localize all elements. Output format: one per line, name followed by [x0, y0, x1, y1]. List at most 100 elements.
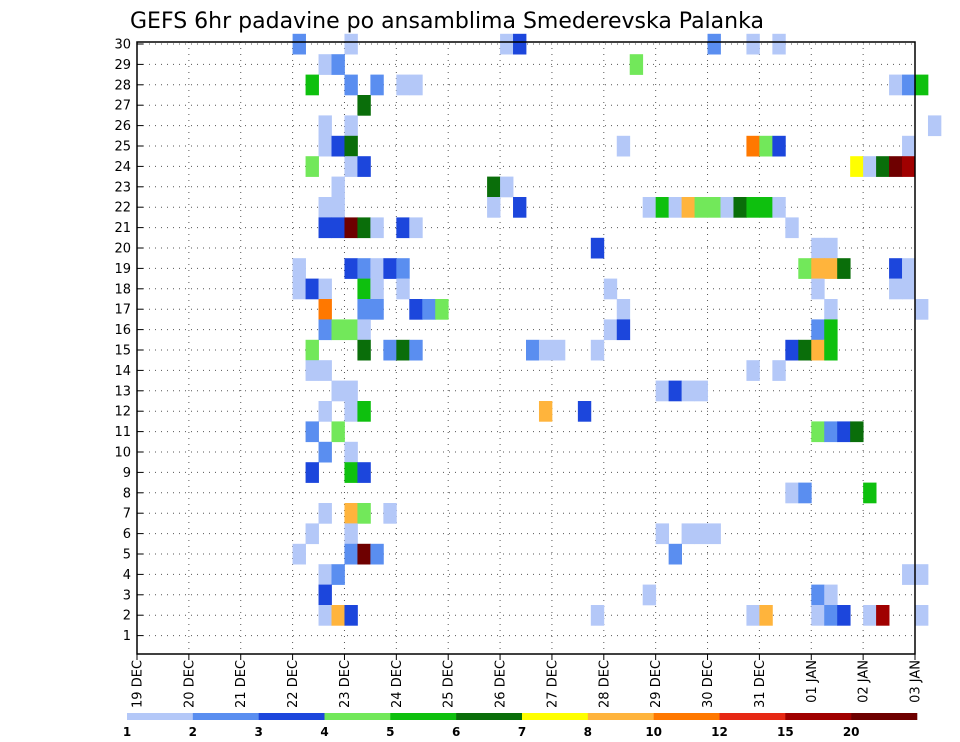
- data-cell: [902, 278, 916, 300]
- y-tick-label: 29: [114, 58, 131, 73]
- y-tick-label: 3: [123, 588, 131, 603]
- x-tick-label: 28 DEC: [597, 660, 612, 708]
- data-cell: [876, 605, 890, 626]
- data-cell: [915, 605, 929, 626]
- data-cell: [681, 380, 695, 402]
- data-cell: [746, 360, 760, 381]
- data-cell: [603, 278, 618, 300]
- data-cell: [357, 278, 371, 300]
- data-cell: [357, 339, 371, 361]
- data-cell: [889, 156, 903, 177]
- legend-label: 2: [189, 725, 197, 739]
- x-tick-label: 24 DEC: [390, 660, 405, 708]
- x-tick-label: 29 DEC: [649, 660, 664, 708]
- data-cell: [383, 258, 397, 279]
- data-cell: [344, 380, 358, 402]
- data-cell: [344, 115, 358, 137]
- data-cell: [694, 523, 708, 545]
- data-cell: [370, 278, 384, 300]
- y-tick-label: 26: [114, 119, 131, 134]
- legend-label: 15: [777, 725, 794, 739]
- data-cell: [668, 197, 682, 218]
- data-cell: [370, 299, 384, 320]
- data-cell: [344, 74, 358, 96]
- data-cell: [513, 33, 527, 55]
- x-tick-label: 31 DEC: [753, 660, 768, 708]
- data-cell: [318, 115, 332, 137]
- x-tick-label: 27 DEC: [545, 660, 560, 708]
- data-cell: [318, 217, 332, 239]
- data-cell: [746, 605, 760, 626]
- plot-frame: [136, 41, 916, 655]
- data-cell: [772, 360, 786, 381]
- data-cell: [811, 258, 825, 279]
- legend-label: 10: [645, 725, 662, 739]
- data-cell: [694, 197, 708, 218]
- data-cell: [409, 339, 423, 361]
- data-cell: [811, 605, 825, 626]
- data-cell: [811, 237, 825, 259]
- x-tick-label: 03 JAN: [909, 660, 924, 703]
- legend-swatch: [390, 713, 457, 720]
- y-tick-label: 16: [114, 323, 131, 338]
- data-cell: [811, 584, 825, 606]
- data-cell: [590, 339, 605, 361]
- data-cell: [837, 258, 851, 279]
- data-cell: [318, 299, 332, 320]
- legend-label: 5: [386, 725, 394, 739]
- data-cell: [538, 401, 553, 422]
- data-cell: [435, 299, 449, 320]
- data-cell: [305, 74, 319, 96]
- data-cell: [318, 135, 332, 157]
- data-cell: [331, 319, 345, 341]
- data-cell: [344, 33, 358, 55]
- legend-label: 20: [843, 725, 860, 739]
- data-cell: [318, 564, 332, 585]
- data-cell: [616, 319, 631, 341]
- data-cell: [331, 380, 345, 402]
- data-cell: [850, 156, 864, 177]
- data-cell: [616, 135, 631, 157]
- legend-label: 12: [711, 725, 728, 739]
- x-tick-label: 30 DEC: [701, 660, 716, 708]
- data-cell: [642, 584, 657, 606]
- data-cell: [927, 115, 942, 137]
- data-cell: [422, 299, 436, 320]
- data-cell: [590, 605, 605, 626]
- data-cell: [292, 278, 306, 300]
- data-cell: [824, 605, 838, 626]
- y-tick-label: 13: [114, 384, 131, 399]
- legend-swatch: [192, 713, 259, 720]
- data-cell: [629, 54, 644, 75]
- legend-swatch: [851, 713, 918, 720]
- data-cell: [344, 156, 358, 177]
- data-cell: [850, 421, 864, 443]
- data-cell: [720, 197, 734, 218]
- y-tick-label: 15: [114, 344, 131, 359]
- x-tick-label: 02 JAN: [857, 660, 872, 703]
- y-tick-label: 12: [114, 405, 131, 420]
- data-cell: [318, 360, 332, 381]
- data-cell: [526, 339, 540, 361]
- data-cell: [824, 421, 838, 443]
- data-cell: [746, 33, 760, 55]
- y-tick-label: 1: [123, 629, 131, 644]
- data-cell: [396, 74, 410, 96]
- data-cell: [811, 319, 825, 341]
- data-cell: [668, 380, 682, 402]
- legend-label: 7: [518, 725, 526, 739]
- data-cell: [707, 523, 721, 545]
- data-cell: [318, 197, 332, 218]
- data-cell: [318, 401, 332, 422]
- data-cell: [292, 258, 306, 279]
- data-cell: [837, 605, 851, 626]
- data-cell: [889, 258, 903, 279]
- data-cell: [318, 319, 332, 341]
- data-cell: [915, 299, 929, 320]
- x-axis-ticks: 19 DEC 20 DEC 21 DEC 22 DEC 23 DEC 24 DEC 25 D…: [131, 654, 924, 708]
- data-cell: [344, 217, 358, 239]
- data-cell: [655, 523, 670, 545]
- y-tick-label: 11: [114, 425, 131, 440]
- data-cell: [824, 584, 838, 606]
- data-cell: [487, 176, 501, 198]
